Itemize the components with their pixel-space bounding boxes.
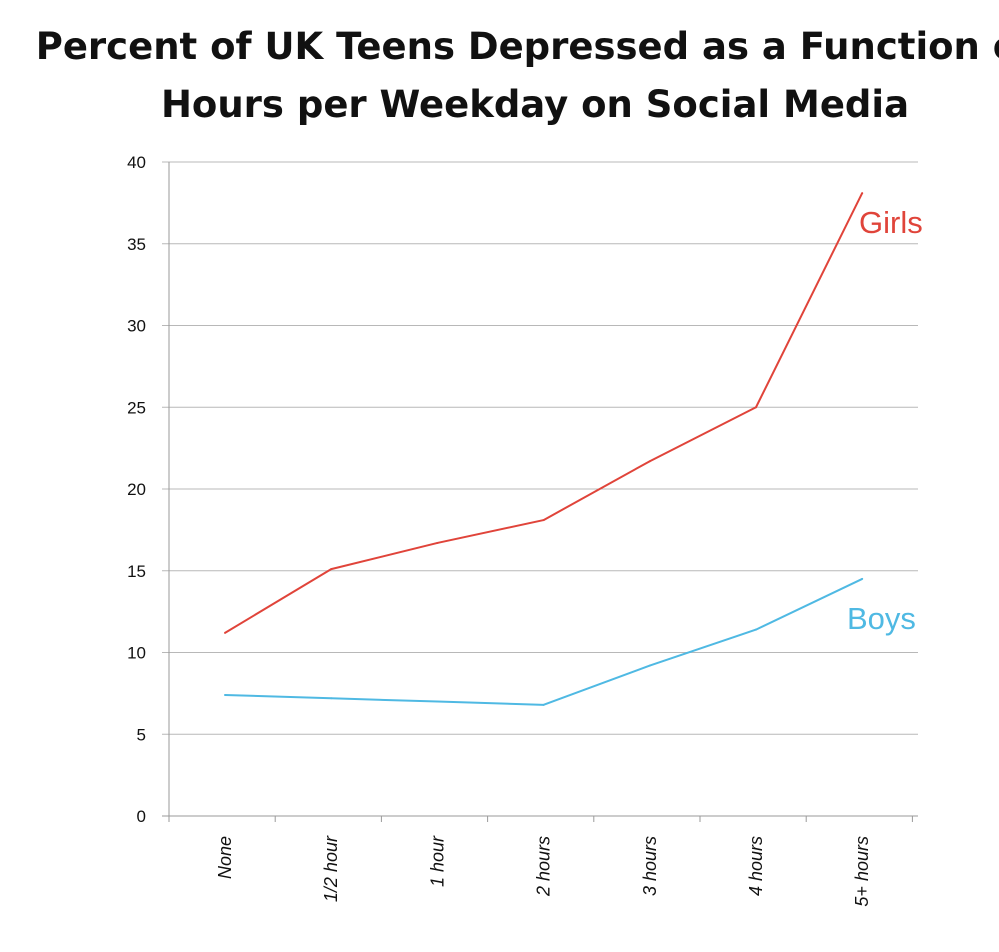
data-point-boys	[330, 697, 333, 700]
y-tick-label: 25	[127, 398, 146, 417]
chart-title-line-1: Percent of UK Teens Depressed as a Funct…	[35, 25, 999, 68]
gridlines	[162, 161, 918, 817]
series-line-girls	[224, 192, 864, 634]
y-tick-label: 40	[127, 153, 146, 172]
y-tick-label: 10	[127, 644, 146, 663]
data-point-girls	[755, 406, 757, 409]
y-tick-label: 20	[127, 480, 146, 499]
x-tick-label: 1 hour	[427, 835, 447, 887]
data-point-girls	[861, 192, 864, 195]
chart-title: Percent of UK Teens Depressed as a Funct…	[0, 18, 999, 134]
x-tick-label: 5+ hours	[852, 836, 872, 907]
data-point-girls	[648, 460, 651, 463]
data-point-girls	[224, 631, 226, 634]
x-tick-label: 2 hours	[534, 836, 554, 897]
y-tick-label: 35	[127, 235, 146, 254]
x-tick-label: None	[215, 836, 235, 879]
data-point-boys	[861, 577, 864, 580]
y-axis: 0 5 10 15 20 25 30 35 40	[127, 153, 170, 826]
series-label-girls: Girls	[859, 205, 923, 240]
data-point-boys	[224, 694, 226, 697]
x-tick-label: 4 hours	[746, 836, 766, 896]
y-tick-label: 5	[137, 725, 146, 744]
data-point-boys	[755, 628, 757, 631]
data-point-boys	[542, 703, 545, 706]
y-tick-label: 0	[137, 807, 146, 826]
series-group	[224, 192, 864, 706]
data-point-boys	[436, 700, 439, 703]
series-labels: Girls Boys	[847, 205, 923, 636]
data-point-girls	[542, 519, 545, 522]
chart-title-line-2: Hours per Weekday on Social Media	[160, 83, 910, 126]
x-tick-label: 3 hours	[640, 836, 660, 896]
y-tick-label: 15	[127, 562, 146, 581]
series-line-boys	[224, 578, 863, 706]
x-tick-label: 1/2 hour	[321, 835, 341, 902]
series-label-boys: Boys	[847, 601, 916, 636]
x-axis: None 1/2 hour 1 hour 2 hours 3 hours 4 hours 5…	[168, 816, 913, 907]
data-point-girls	[436, 541, 439, 544]
data-point-boys	[648, 664, 651, 667]
y-tick-label: 30	[127, 317, 146, 336]
data-point-girls	[330, 568, 333, 571]
